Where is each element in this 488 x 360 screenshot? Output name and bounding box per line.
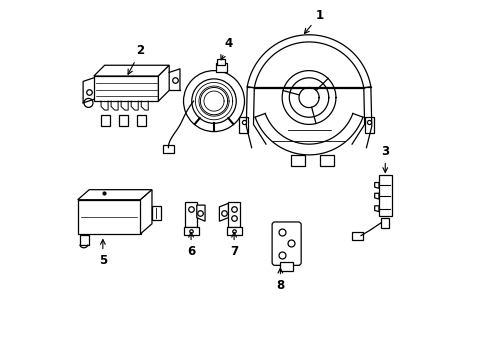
Bar	[380, 218, 388, 228]
Polygon shape	[140, 190, 152, 234]
FancyBboxPatch shape	[271, 222, 301, 265]
Polygon shape	[319, 155, 333, 166]
Polygon shape	[78, 190, 152, 200]
Polygon shape	[228, 202, 239, 226]
Text: 8: 8	[276, 268, 284, 292]
Bar	[215, 63, 226, 72]
Polygon shape	[226, 226, 242, 234]
Text: 3: 3	[381, 145, 388, 172]
Bar	[217, 59, 224, 65]
Bar	[351, 232, 362, 240]
Text: 5: 5	[99, 240, 107, 267]
Polygon shape	[94, 76, 158, 101]
Polygon shape	[374, 206, 378, 212]
Text: 7: 7	[229, 233, 238, 258]
Polygon shape	[185, 202, 196, 226]
Text: 4: 4	[221, 37, 232, 60]
Bar	[137, 116, 145, 126]
Polygon shape	[374, 183, 378, 188]
Text: 2: 2	[128, 44, 144, 74]
Polygon shape	[247, 35, 370, 88]
Polygon shape	[364, 117, 373, 134]
Bar	[101, 116, 110, 126]
Polygon shape	[152, 206, 161, 220]
Polygon shape	[94, 65, 169, 76]
Polygon shape	[290, 155, 305, 166]
Polygon shape	[80, 234, 88, 244]
Polygon shape	[158, 65, 169, 101]
Bar	[119, 116, 128, 126]
Polygon shape	[196, 205, 204, 221]
Polygon shape	[374, 193, 378, 199]
Polygon shape	[239, 117, 247, 134]
Text: 1: 1	[304, 9, 323, 33]
Text: 6: 6	[186, 233, 195, 258]
Polygon shape	[78, 200, 140, 234]
Polygon shape	[219, 203, 228, 221]
Bar	[378, 175, 391, 216]
Polygon shape	[183, 226, 199, 234]
Bar	[163, 145, 174, 153]
Polygon shape	[280, 262, 292, 271]
